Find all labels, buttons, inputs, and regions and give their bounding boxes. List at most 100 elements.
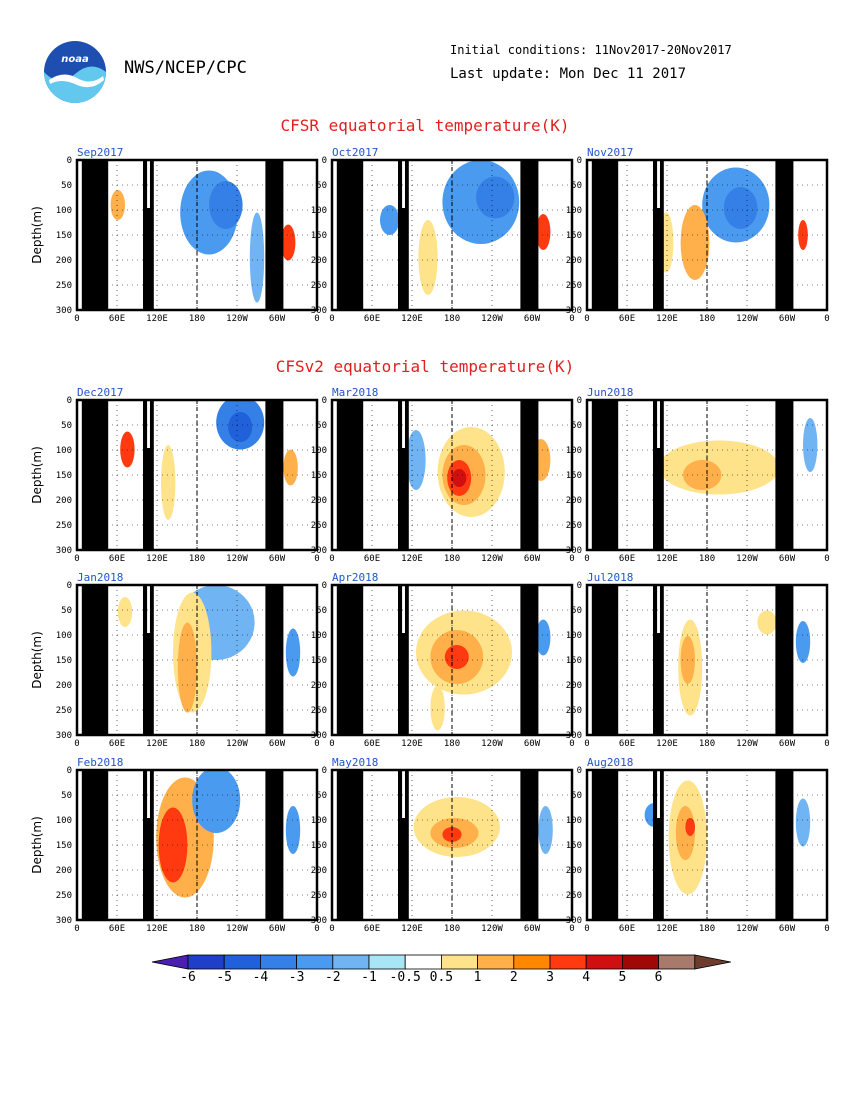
x-tick-label: 60E: [619, 739, 635, 749]
anomaly-contour: [659, 440, 779, 495]
y-tick-label: 200: [56, 866, 72, 876]
colorbar-swatch: [658, 954, 696, 970]
x-tick-label: 60W: [269, 314, 286, 324]
land-mask: [653, 770, 664, 920]
land-mask: [143, 770, 154, 920]
anomaly-contour: [209, 181, 243, 229]
land-mask: [520, 400, 539, 550]
land-mask: [520, 160, 539, 310]
x-tick-label: 120E: [656, 924, 678, 934]
y-tick-label: 150: [311, 656, 327, 666]
x-tick-label: 60W: [269, 739, 286, 749]
x-tick-label: 60E: [619, 554, 635, 564]
y-tick-label: 0: [67, 581, 72, 591]
x-tick-label: 120W: [481, 314, 503, 324]
anomaly-contour: [418, 220, 438, 295]
x-tick-label: 120E: [656, 314, 678, 324]
x-tick-label: 60E: [619, 924, 635, 934]
x-tick-label: 0: [584, 739, 589, 749]
colorbar-arrow-low: [151, 954, 189, 970]
anomaly-contour: [685, 818, 695, 836]
colorbar-label: 6: [655, 970, 663, 985]
y-tick-label: 200: [566, 496, 582, 506]
y-tick-label: 50: [61, 791, 72, 801]
land-mask: [591, 770, 619, 920]
colorbar-swatch: [622, 954, 660, 970]
panel-border: [75, 158, 319, 312]
x-tick-label: 0: [314, 739, 319, 749]
colorbar-label: 3: [546, 970, 554, 985]
x-tick-label: 120E: [401, 739, 423, 749]
anomaly-field: [659, 167, 808, 280]
x-tick-label: 180: [699, 554, 715, 564]
land-mask: [265, 770, 284, 920]
x-tick-label: 0: [569, 739, 574, 749]
x-tick-label: 180: [444, 314, 460, 324]
y-tick-label: 0: [577, 156, 582, 166]
x-tick-label: 120W: [736, 554, 758, 564]
x-tick-label: 60W: [779, 739, 796, 749]
panel-feb2018: Feb2018 0 60E 120E 180 120W 60W 0 0 50 100 150 200 25…: [30, 756, 320, 934]
x-tick-label: 120W: [736, 314, 758, 324]
y-tick-label: 100: [56, 631, 72, 641]
x-tick-label: 0: [569, 554, 574, 564]
land-mask: [591, 160, 619, 310]
y-tick-label: 300: [56, 546, 72, 556]
anomaly-contour: [120, 431, 135, 468]
colorbar-swatch: [549, 954, 587, 970]
x-tick-label: 0: [584, 554, 589, 564]
x-tick-label: 120W: [226, 554, 248, 564]
y-tick-label: 150: [56, 841, 72, 851]
land-mask: [520, 585, 539, 735]
x-tick-label: 0: [74, 924, 79, 934]
anomaly-contour: [536, 619, 551, 656]
panel-border: [330, 158, 574, 312]
land-mask: [265, 585, 284, 735]
x-tick-label: 120W: [481, 924, 503, 934]
panel-title: Mar2018: [332, 386, 378, 399]
anomaly-contour: [452, 469, 467, 487]
y-tick-label: 50: [316, 181, 327, 191]
y-tick-label: 300: [311, 546, 327, 556]
land-gap: [147, 770, 150, 818]
noaa-logo: noaa: [44, 41, 106, 103]
anomaly-contour: [803, 418, 818, 472]
land-gap: [147, 585, 150, 633]
y-tick-label: 50: [571, 181, 582, 191]
anomaly-contour: [476, 176, 515, 219]
x-tick-label: 60E: [619, 314, 635, 324]
panel-title: Dec2017: [77, 386, 123, 399]
y-tick-label: 200: [311, 496, 327, 506]
anomaly-field: [120, 400, 298, 520]
y-tick-label: 300: [56, 306, 72, 316]
panel-title: Nov2017: [587, 146, 633, 159]
x-tick-label: 120E: [146, 314, 168, 324]
land-mask: [591, 585, 619, 735]
y-tick-label: 100: [566, 631, 582, 641]
colorbar-swatch: [332, 954, 370, 970]
colorbar-swatch: [223, 954, 261, 970]
x-tick-label: 60E: [364, 739, 380, 749]
y-tick-label: 200: [311, 681, 327, 691]
y-tick-label: 50: [316, 791, 327, 801]
anomaly-contour: [757, 610, 777, 635]
x-tick-label: 120W: [736, 924, 758, 934]
x-tick-label: 0: [584, 314, 589, 324]
x-tick-label: 180: [444, 924, 460, 934]
land-mask: [775, 400, 794, 550]
y-tick-label: 250: [56, 891, 72, 901]
y-tick-label: 300: [56, 731, 72, 741]
panel-border: [585, 158, 829, 312]
x-tick-label: 120W: [226, 924, 248, 934]
x-tick-label: 60W: [269, 924, 286, 934]
y-tick-label: 250: [311, 706, 327, 716]
x-tick-label: 120E: [146, 554, 168, 564]
y-tick-label: 150: [311, 471, 327, 481]
land-gap: [147, 160, 150, 208]
panel-title: Oct2017: [332, 146, 378, 159]
y-tick-label: 100: [311, 631, 327, 641]
